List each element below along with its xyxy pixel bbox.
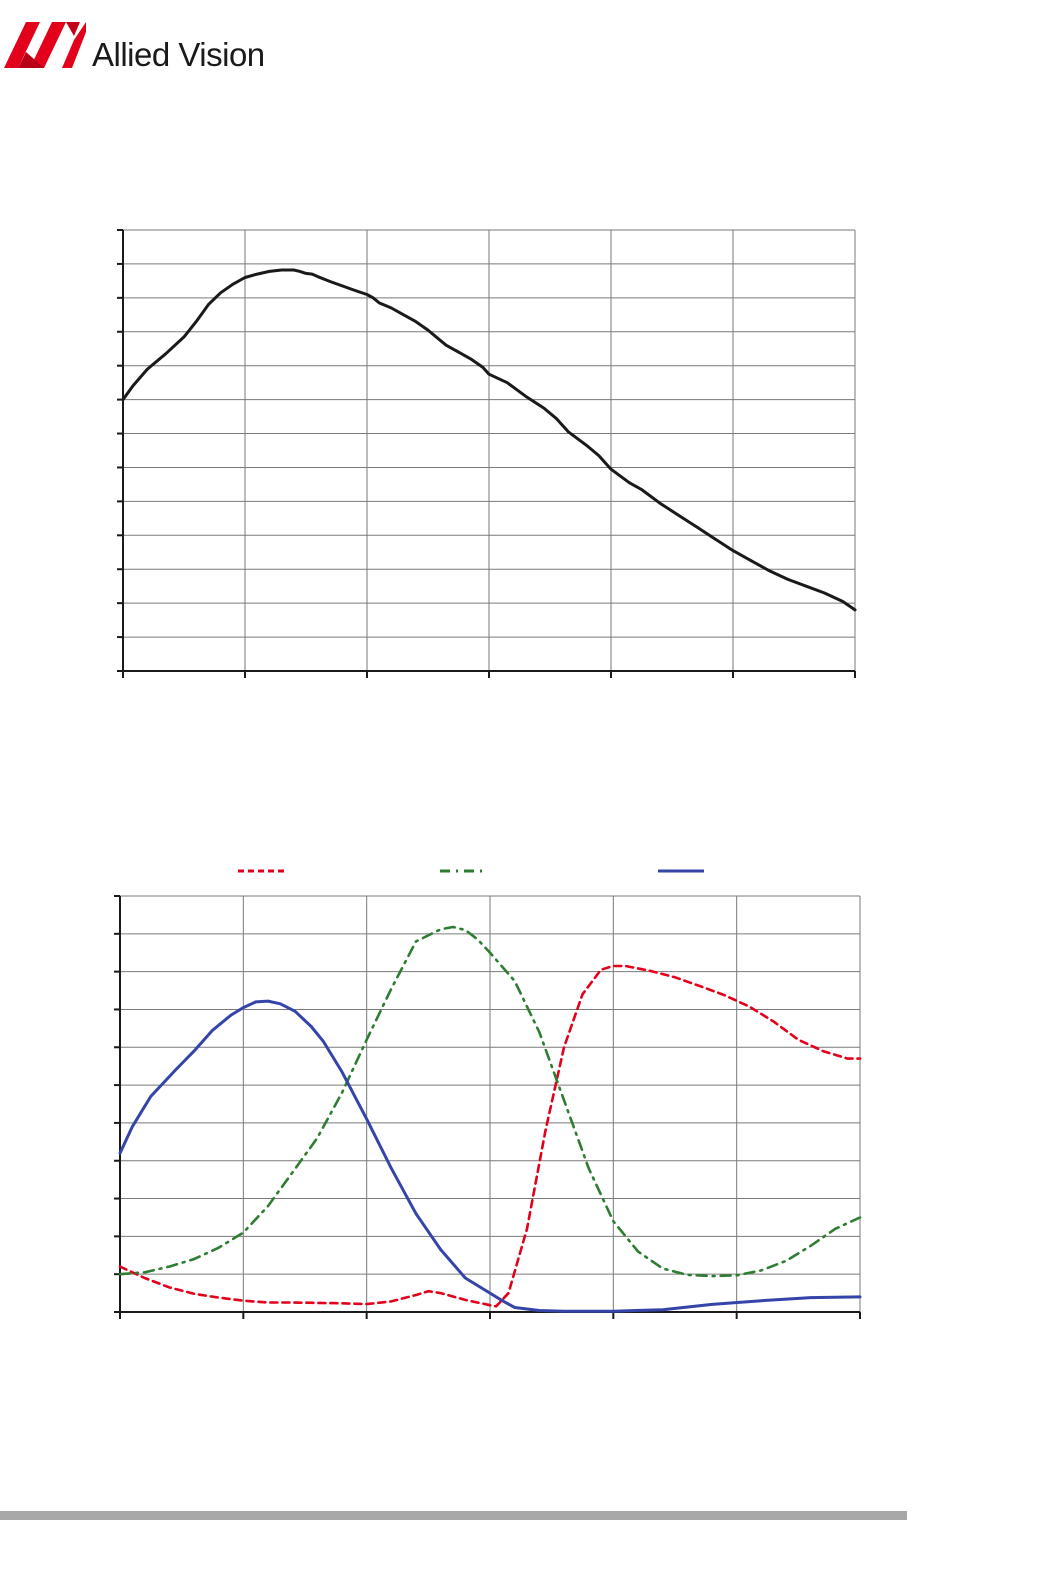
allied-vision-logo: Allied Vision	[4, 22, 304, 82]
allied-vision-logo-mark-icon	[4, 22, 86, 68]
footer-divider	[0, 1511, 907, 1520]
series-line-green	[118, 925, 862, 1278]
series-line-mono	[121, 268, 857, 612]
mono-spectral-response-chart	[117, 229, 857, 678]
plot-area	[117, 229, 857, 678]
logo-wordmark: Allied Vision	[92, 36, 265, 73]
plot-area	[114, 895, 862, 1319]
color-spectral-response-chart	[114, 869, 862, 1319]
series-line-red	[118, 964, 862, 1308]
series-line-blue	[118, 999, 862, 1313]
